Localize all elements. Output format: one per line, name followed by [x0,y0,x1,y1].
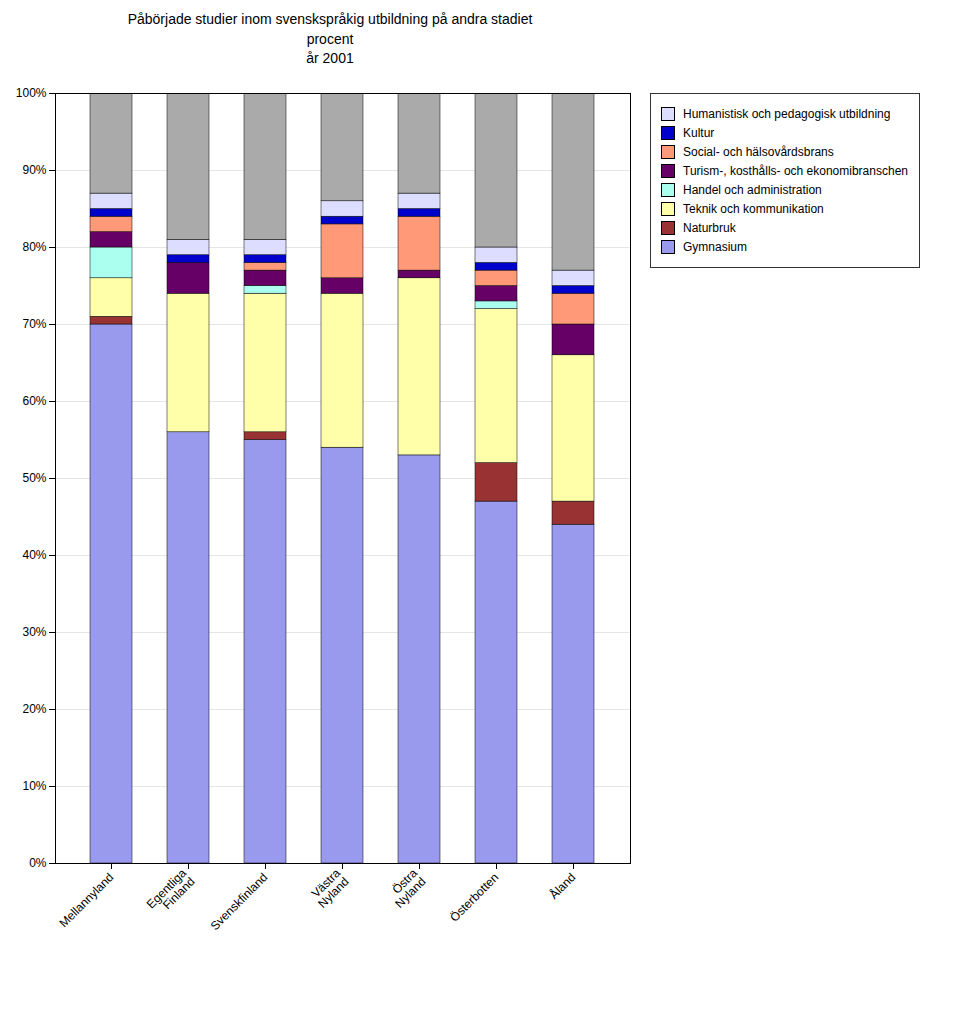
html-text:Teknik och kommunikation: Teknik och kommunikation [683,201,824,216]
svg-text:50%: 50% [22,471,46,485]
html-text:Kultur: Kultur [683,125,715,140]
html-text:Påbörjade studier inom svensks: Påbörjade studier inom svenskspråkig utb… [127,11,533,67]
svg-text:ÖstraNyland: ÖstraNyland [384,866,429,911]
svg-text:0%: 0% [29,856,47,870]
html-text:Humanistisk och pedagogisk utb: Humanistisk och pedagogisk utbildning [683,106,891,121]
html-text:Turism-, kosthålls- och ekonom: Turism-, kosthålls- och ekonomibranschen [683,163,908,178]
svg-text:10%: 10% [22,779,46,793]
svg-text:20%: 20% [22,702,46,716]
svg-text:Åland: Åland [546,869,578,901]
svg-text:100%: 100% [16,86,47,100]
svg-text:Svenskfinland: Svenskfinland [208,870,271,933]
html-text:Social- och hälsovårdsbrans: Social- och hälsovårdsbrans [683,144,834,159]
svg-text:80%: 80% [22,240,46,254]
html-text:Handel och administration: Handel och administration [683,182,822,197]
html-text:Gymnasium: Gymnasium [683,239,747,254]
svg-text:60%: 60% [22,394,46,408]
svg-text:EgentligaFinland: EgentligaFinland [144,866,198,920]
svg-text:Mellannyland: Mellannyland [56,870,116,930]
svg-text:Österbotten: Österbotten [447,870,501,924]
svg-text:90%: 90% [22,163,46,177]
html-text:Naturbruk: Naturbruk [683,220,736,235]
svg-text:VästraNyland: VästraNyland [307,866,352,911]
svg-text:70%: 70% [22,317,46,331]
svg-text:40%: 40% [22,548,46,562]
svg-text:30%: 30% [22,625,46,639]
